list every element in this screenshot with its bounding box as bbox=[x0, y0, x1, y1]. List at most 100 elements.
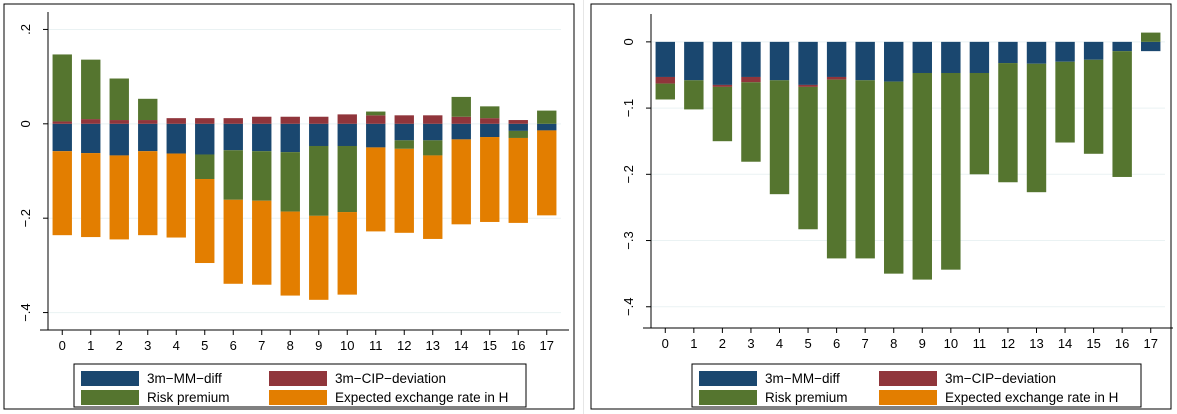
bar-mm_diff-14 bbox=[451, 123, 471, 140]
x-tick-label: 10 bbox=[340, 338, 354, 353]
bar-cip_deviation-0 bbox=[655, 76, 675, 84]
bar-risk_premium-17 bbox=[537, 110, 557, 124]
y-tick-label: 0 bbox=[621, 38, 636, 45]
x-tick-label: 5 bbox=[804, 336, 811, 351]
bar-risk_premium-17 bbox=[1141, 32, 1161, 42]
x-tick-label: 6 bbox=[230, 338, 237, 353]
bar-mm_diff-12 bbox=[998, 41, 1018, 64]
legend-label-expected_fx: Expected exchange rate in H bbox=[335, 390, 508, 405]
bar-mm_diff-0 bbox=[52, 123, 72, 152]
bar-expected_fx-10 bbox=[337, 212, 357, 295]
bar-mm_diff-4 bbox=[769, 41, 790, 81]
x-tick-label: 9 bbox=[919, 336, 926, 351]
bar-risk_premium-3 bbox=[138, 98, 158, 121]
x-tick-label: 1 bbox=[690, 336, 697, 351]
x-tick-label: 10 bbox=[944, 336, 958, 351]
legend-swatch-mm_diff bbox=[699, 371, 757, 386]
x-tick-label: 3 bbox=[747, 336, 754, 351]
legend-swatch-risk_premium bbox=[81, 390, 139, 405]
bar-cip_deviation-7 bbox=[252, 116, 272, 124]
legend-swatch-expected_fx bbox=[879, 390, 937, 405]
bar-risk_premium-15 bbox=[1083, 59, 1104, 154]
y-tick-label: .2 bbox=[18, 24, 33, 35]
x-tick-label: 4 bbox=[173, 338, 180, 353]
bar-expected_fx-2 bbox=[109, 155, 129, 240]
bar-cip_deviation-1 bbox=[81, 119, 101, 124]
legend-label-mm_diff: 3m−MM−diff bbox=[765, 371, 840, 386]
bar-cip_deviation-5 bbox=[195, 118, 215, 124]
bar-cip_deviation-4 bbox=[166, 118, 186, 124]
bar-risk_premium-7 bbox=[252, 151, 272, 201]
bar-risk_premium-9 bbox=[309, 145, 329, 216]
bar-cip_deviation-15 bbox=[480, 118, 500, 124]
bar-expected_fx-14 bbox=[451, 139, 471, 225]
y-tick-label: −.2 bbox=[18, 209, 33, 227]
y-tick-label: −.1 bbox=[621, 99, 636, 117]
bar-mm_diff-6 bbox=[826, 41, 847, 77]
bar-expected_fx-12 bbox=[394, 148, 414, 233]
x-tick-label: 12 bbox=[397, 338, 411, 353]
bar-mm_diff-7 bbox=[855, 41, 875, 81]
bar-risk_premium-16 bbox=[508, 130, 528, 138]
bar-cip_deviation-5 bbox=[798, 84, 818, 87]
bar-risk_premium-14 bbox=[1055, 61, 1075, 143]
legend-label-cip_deviation: 3m−CIP−deviation bbox=[335, 371, 446, 386]
bar-mm_diff-17 bbox=[1141, 41, 1161, 52]
bar-mm_diff-10 bbox=[337, 123, 357, 146]
bar-mm_diff-15 bbox=[480, 123, 500, 138]
x-tick-label: 16 bbox=[511, 338, 525, 353]
bar-cip_deviation-10 bbox=[337, 114, 357, 124]
bar-expected_fx-4 bbox=[166, 153, 186, 238]
bar-risk_premium-13 bbox=[1026, 63, 1047, 193]
bar-expected_fx-1 bbox=[81, 153, 101, 238]
bar-risk_premium-3 bbox=[741, 82, 761, 162]
bar-mm_diff-4 bbox=[166, 123, 186, 154]
bar-expected_fx-8 bbox=[280, 211, 300, 296]
bar-risk_premium-6 bbox=[223, 150, 243, 200]
bar-cip_deviation-2 bbox=[712, 84, 733, 87]
bar-risk_premium-11 bbox=[366, 111, 386, 116]
x-tick-label: 7 bbox=[862, 336, 869, 351]
legend-swatch-cip_deviation bbox=[269, 371, 327, 386]
y-tick-label: −.2 bbox=[621, 165, 636, 183]
legend-label-cip_deviation: 3m−CIP−deviation bbox=[945, 371, 1056, 386]
bar-cip_deviation-8 bbox=[280, 116, 300, 124]
x-tick-label: 17 bbox=[1143, 336, 1157, 351]
bar-expected_fx-17 bbox=[537, 130, 557, 216]
legend-swatch-mm_diff bbox=[81, 371, 139, 386]
x-tick-label: 9 bbox=[315, 338, 322, 353]
x-tick-label: 2 bbox=[719, 336, 726, 351]
bar-mm_diff-9 bbox=[309, 123, 329, 146]
x-tick-label: 1 bbox=[87, 338, 94, 353]
legend-swatch-risk_premium bbox=[699, 390, 757, 405]
y-tick-label: 0 bbox=[18, 120, 33, 127]
bar-risk_premium-6 bbox=[826, 79, 847, 259]
x-tick-label: 5 bbox=[201, 338, 208, 353]
bar-mm_diff-11 bbox=[969, 41, 990, 73]
bar-risk_premium-11 bbox=[969, 72, 990, 175]
bar-risk_premium-16 bbox=[1112, 51, 1132, 177]
bar-mm_diff-7 bbox=[252, 123, 272, 152]
x-tick-label: 3 bbox=[144, 338, 151, 353]
x-tick-label: 7 bbox=[258, 338, 265, 353]
bar-risk_premium-15 bbox=[480, 106, 500, 119]
x-tick-label: 13 bbox=[1029, 336, 1043, 351]
bar-cip_deviation-0 bbox=[52, 121, 72, 124]
bar-cip_deviation-16 bbox=[508, 120, 528, 124]
x-tick-label: 15 bbox=[483, 338, 497, 353]
bar-mm_diff-12 bbox=[394, 123, 414, 141]
legend-swatch-expected_fx bbox=[269, 390, 327, 405]
bar-cip_deviation-11 bbox=[366, 115, 386, 124]
bar-risk_premium-8 bbox=[280, 152, 300, 212]
bar-risk_premium-14 bbox=[451, 96, 471, 117]
bar-cip_deviation-3 bbox=[741, 76, 761, 83]
y-tick-label: −.4 bbox=[18, 303, 33, 321]
bar-mm_diff-16 bbox=[508, 123, 528, 131]
x-tick-label: 11 bbox=[369, 338, 383, 353]
bar-cip_deviation-6 bbox=[826, 76, 847, 80]
right-chart: −.4−.3−.2−.100 1 2 3 4 5 6 7 8 9 10 11 12 13 14 15 16 173… bbox=[590, 3, 1173, 410]
right-chart-panel: −.4 −.3 −.2 −.1 0 0 1 2 3 4 5 6 7 8 9 10 11 12 13 14 15 16 17 3… bbox=[587, 0, 1177, 414]
legend-label-risk_premium: Risk premium bbox=[765, 390, 848, 405]
bar-risk_premium-7 bbox=[855, 80, 875, 259]
x-tick-label: 11 bbox=[973, 336, 987, 351]
